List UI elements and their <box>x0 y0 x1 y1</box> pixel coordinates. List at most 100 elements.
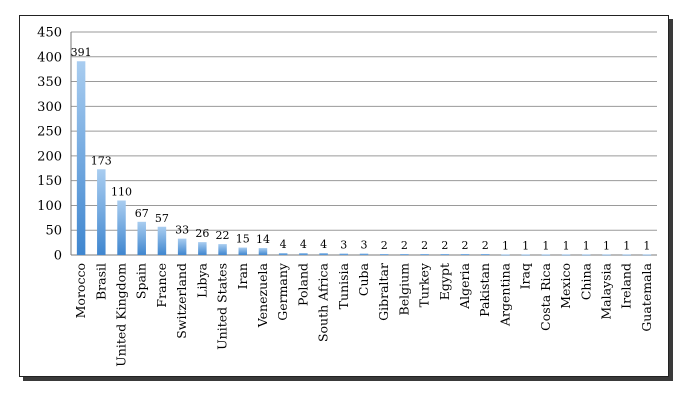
bar <box>359 253 369 255</box>
data-label: 15 <box>236 233 250 246</box>
data-label: 1 <box>643 240 650 253</box>
x-tick-label: Costa Rica <box>538 262 553 330</box>
data-label: 14 <box>256 233 270 246</box>
data-label: 4 <box>320 238 327 251</box>
y-tick-label: 450 <box>37 26 62 41</box>
data-label: 1 <box>502 240 509 253</box>
x-tick-label: Venezuela <box>255 262 270 328</box>
x-tick-label: South Africa <box>316 262 331 342</box>
data-label: 2 <box>482 239 489 252</box>
x-tick-label: Germany <box>275 262 290 321</box>
bar <box>299 253 308 255</box>
data-label: 1 <box>563 240 570 253</box>
x-tick-label: Cuba <box>356 262 371 296</box>
gridlines <box>71 31 657 231</box>
data-label: 2 <box>441 239 448 252</box>
x-tick-label: Mexico <box>558 263 573 309</box>
x-tick-label: Tunisia <box>336 262 351 309</box>
x-tick-label: Belgium <box>396 263 411 316</box>
y-tick-labels: 0 50 100 150 200 250 300 350 400 450 <box>37 26 62 264</box>
bar <box>642 254 652 256</box>
y-tick-label: 200 <box>37 149 62 164</box>
x-tick-label: Iran <box>235 263 250 289</box>
bar <box>561 254 571 256</box>
x-tick-label: Morocco <box>73 263 88 318</box>
x-tick-labels: Morocco Brasil United Kingdom Spain France Sw… <box>73 262 654 367</box>
chart-frame <box>19 15 669 377</box>
x-tick-label: Guatemala <box>639 262 654 331</box>
y-tick-label: 150 <box>37 174 62 189</box>
data-label: 67 <box>135 207 149 220</box>
bar <box>400 254 409 255</box>
data-label: 26 <box>195 227 209 240</box>
data-label: 110 <box>111 185 132 198</box>
x-tick-label: Poland <box>295 263 310 306</box>
bar <box>319 253 328 255</box>
bar <box>238 247 248 255</box>
data-label: 1 <box>603 240 610 253</box>
bar <box>137 221 146 255</box>
data-label: 3 <box>340 239 347 252</box>
y-tick-label: 100 <box>37 199 62 214</box>
bar <box>198 242 207 255</box>
y-tick-label: 50 <box>45 224 62 239</box>
x-tick-label: Pakistan <box>477 263 492 317</box>
data-label: 4 <box>300 238 307 251</box>
x-tick-label: Spain <box>134 263 149 299</box>
bar <box>622 254 631 256</box>
y-tick-label: 0 <box>54 249 62 264</box>
bar <box>218 244 227 255</box>
data-label: 2 <box>462 239 469 252</box>
bar <box>501 254 510 256</box>
bar <box>420 254 429 255</box>
x-tick-label: Gibraltar <box>376 263 391 321</box>
y-tick-label: 400 <box>37 50 62 65</box>
data-label: 391 <box>71 46 92 59</box>
bar <box>521 254 530 256</box>
data-label: 1 <box>522 240 529 253</box>
bar <box>582 254 591 256</box>
bar <box>97 169 106 255</box>
x-tick-label: Brasil <box>93 263 108 300</box>
bar <box>541 254 551 256</box>
bar <box>157 226 167 255</box>
bar <box>76 61 86 255</box>
x-tick-label: China <box>578 262 593 300</box>
x-tick-label: Switzerland <box>174 263 189 339</box>
y-tick-label: 250 <box>37 125 62 140</box>
data-label: 2 <box>421 239 428 252</box>
bar <box>278 253 288 255</box>
x-tick-label: Egypt <box>437 263 452 300</box>
bar <box>480 254 490 255</box>
bar <box>177 238 187 255</box>
data-label: 1 <box>623 240 630 253</box>
bar <box>379 254 389 255</box>
bar <box>602 254 611 256</box>
bar <box>339 253 349 255</box>
bar <box>258 248 268 255</box>
x-tick-label: Iraq <box>518 263 533 289</box>
data-label: 2 <box>401 239 408 252</box>
bar <box>440 254 450 255</box>
x-tick-label: Ireland <box>619 263 634 309</box>
bar <box>117 200 126 255</box>
x-tick-label: United States <box>215 263 230 350</box>
data-label: 3 <box>361 239 368 252</box>
bars <box>76 61 652 256</box>
data-label: 2 <box>381 239 388 252</box>
data-label: 1 <box>542 240 549 253</box>
x-tick-label: Malaysia <box>598 262 613 319</box>
x-tick-label: France <box>154 263 169 308</box>
x-tick-label: United Kingdom <box>114 263 129 367</box>
data-label: 1 <box>583 240 590 253</box>
y-tick-label: 350 <box>37 75 62 90</box>
x-tick-label: Libya <box>194 262 209 297</box>
x-tick-label: Argentina <box>497 262 512 327</box>
x-tick-label: Turkey <box>417 262 432 307</box>
data-label: 22 <box>216 229 230 242</box>
y-tick-label: 300 <box>37 100 62 115</box>
data-label: 33 <box>175 224 189 237</box>
data-label: 173 <box>91 154 112 167</box>
